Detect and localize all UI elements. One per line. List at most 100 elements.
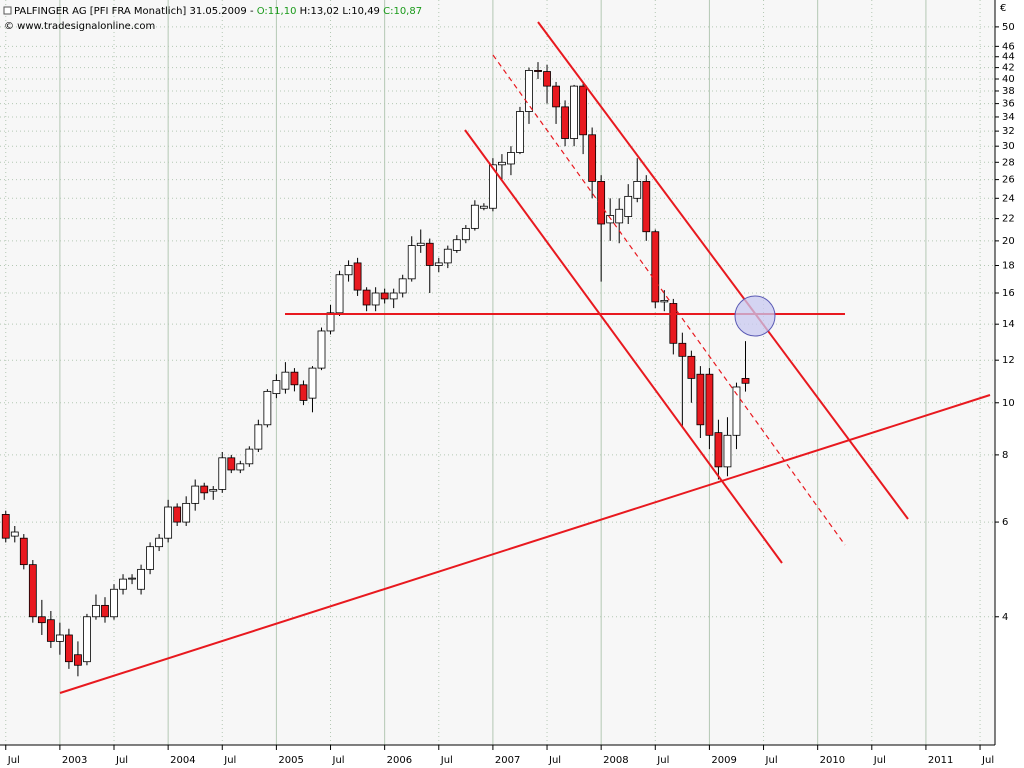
x-tick-label: 2011 (928, 755, 953, 766)
candle-body (669, 303, 678, 344)
open-label: O:11,10 (257, 6, 297, 17)
candle-body (299, 384, 308, 401)
candle-body (624, 195, 633, 217)
x-tick-label: Jul (656, 755, 669, 766)
chart-header: PALFINGER AG [PFI FRA Monatlich] 31.05.2… (14, 6, 422, 17)
candle-body (92, 604, 100, 618)
candle-body (272, 380, 281, 395)
candle-body (344, 265, 353, 276)
currency-label: € (1000, 3, 1006, 14)
y-tick-label: 36 (1002, 99, 1015, 110)
candle-body (380, 292, 389, 300)
candle-body (552, 85, 560, 108)
channel-middle (492, 54, 846, 546)
candle-body (416, 242, 425, 247)
candle-body (588, 134, 597, 182)
candle-body (128, 577, 136, 580)
y-tick-label: 42 (1002, 63, 1015, 74)
y-tick-label: 12 (1002, 355, 1015, 366)
x-tick-label: Jul (440, 755, 453, 766)
plot-background (0, 0, 995, 745)
candle-body (1, 514, 10, 539)
y-tick-label: 46 (1002, 41, 1015, 52)
candle-body (705, 373, 714, 436)
y-tick-label: 22 (1002, 214, 1015, 225)
candle-body (308, 367, 317, 399)
candle-body (579, 85, 588, 136)
candle-body (83, 616, 91, 663)
x-tick-label: 2007 (495, 755, 520, 766)
candle-body (398, 278, 407, 294)
candle-body (173, 506, 182, 523)
candle-body (65, 634, 73, 663)
candle-body (597, 181, 606, 225)
candle-body (281, 371, 290, 390)
x-tick-label: Jul (7, 755, 20, 766)
y-tick-label: 50 (1002, 22, 1015, 33)
candle-body (570, 85, 578, 139)
x-tick-label: Jul (548, 755, 561, 766)
candle-body (164, 506, 173, 539)
candle-body (498, 161, 506, 166)
y-tick-label: 8 (1002, 450, 1008, 461)
x-tick-label: 2006 (387, 755, 412, 766)
candle-body (191, 485, 200, 504)
candle-body (326, 312, 335, 332)
candle-body (687, 355, 696, 379)
chart-title: PALFINGER AG [PFI FRA Monatlich] 31.05.2… (14, 6, 254, 17)
y-tick-label: 32 (1002, 126, 1015, 137)
candle-body (642, 181, 651, 233)
candle-body (37, 616, 46, 624)
y-tick-label: 4 (1002, 612, 1008, 623)
x-tick-label: 2004 (170, 755, 195, 766)
candle-body (209, 489, 218, 492)
candle-body (110, 588, 118, 618)
support-trendline (59, 394, 991, 694)
menu-icon[interactable] (3, 6, 12, 15)
candle-body (10, 531, 19, 537)
channel-upper (537, 21, 909, 520)
candle-body (606, 215, 615, 224)
candle-body (353, 262, 362, 291)
x-tick-label: 2005 (278, 755, 303, 766)
candle-body (489, 164, 497, 209)
candle-body (335, 274, 344, 314)
candle-body (561, 106, 569, 139)
candle-body (28, 564, 37, 618)
y-tick-label: 14 (1002, 319, 1015, 330)
candle-body (155, 537, 164, 548)
candle-body (732, 386, 741, 436)
candle-body (651, 231, 660, 303)
x-tick-label: 2009 (711, 755, 736, 766)
y-tick-label: 24 (1002, 193, 1015, 204)
candle-body (741, 377, 750, 384)
candle-body (660, 300, 669, 303)
candle-body (615, 208, 624, 224)
candle-body (714, 432, 723, 468)
y-tick-label: 40 (1002, 74, 1015, 85)
y-tick-label: 28 (1002, 157, 1015, 168)
candle-body (254, 424, 263, 450)
candle-body (46, 619, 55, 642)
candle-body (434, 262, 443, 266)
candle-body (371, 292, 380, 306)
candle-body (236, 463, 245, 471)
candle-body (389, 292, 398, 300)
candle-body (19, 537, 28, 566)
candle-body (218, 457, 227, 490)
candle-body (525, 70, 533, 112)
y-tick-label: 44 (1002, 52, 1015, 63)
candle-body (443, 248, 452, 264)
axes: 4681012141618202224262830323436384042444… (5, 22, 1015, 766)
candle-body (137, 568, 145, 590)
candle-body (633, 181, 642, 199)
candle-body (534, 70, 542, 72)
y-tick-label: 38 (1002, 86, 1015, 97)
candle-body (245, 448, 254, 465)
candle-body (470, 204, 479, 229)
candle-body (678, 342, 687, 357)
candle-body (723, 434, 732, 468)
x-tick-label: Jul (223, 755, 236, 766)
y-tick-label: 10 (1002, 398, 1015, 409)
